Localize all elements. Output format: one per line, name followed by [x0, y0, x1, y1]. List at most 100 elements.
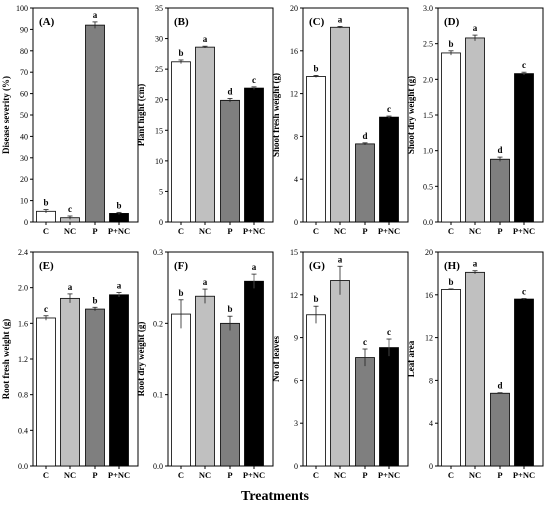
x-tick-label: P [497, 470, 502, 480]
significance-letter: b [313, 63, 318, 73]
significance-letter: c [252, 75, 256, 85]
y-tick-label: 20 [290, 4, 298, 13]
y-tick-label: 35 [155, 4, 163, 13]
bar [514, 298, 534, 467]
y-tick-label: 2.5 [423, 40, 433, 49]
significance-letter: c [387, 104, 391, 114]
bar [109, 213, 129, 223]
y-tick-label: 0 [159, 218, 163, 227]
significance-letter: a [68, 282, 73, 292]
y-tick-label: 16 [290, 47, 298, 56]
panel-4: 0.0 0.5 1.0 1.5 2.0 2.5 3.0 Shoot dry weight (g… [406, 4, 544, 236]
y-axis-label: Shoot dry weight (g) [406, 76, 416, 154]
y-tick-label: 20 [20, 175, 28, 184]
y-tick-label: 0.8 [18, 391, 28, 400]
y-axis-label: Shoot fresh weight (g) [271, 73, 281, 157]
y-tick-label: 0.4 [18, 426, 28, 435]
y-tick-label: 70 [20, 68, 28, 77]
bar [244, 87, 264, 223]
y-tick-label: 0 [294, 218, 298, 227]
y-axis-label: Disease severity (%) [1, 76, 11, 154]
y-tick-label: 1.6 [18, 319, 28, 328]
y-tick-label: 8 [294, 132, 298, 141]
x-axis-title: Treatments [241, 489, 309, 504]
y-tick-label: 80 [20, 47, 28, 56]
y-tick-label: 8 [429, 376, 433, 385]
panel-label: (C) [309, 16, 325, 28]
panel-label: (B) [174, 16, 189, 28]
significance-letter: a [338, 254, 343, 264]
bar [490, 392, 510, 467]
bar [244, 280, 264, 467]
y-tick-label: 30 [20, 154, 28, 163]
bar [330, 280, 350, 467]
significance-letter: a [203, 277, 208, 287]
x-tick-label: P [227, 226, 232, 236]
y-tick-label: 3 [294, 419, 298, 428]
significance-letter: d [362, 131, 367, 141]
bar [330, 26, 350, 223]
bar [379, 347, 399, 467]
x-tick-label: NC [199, 470, 211, 480]
x-tick-label: P [362, 470, 367, 480]
y-tick-label: 90 [20, 25, 28, 34]
y-tick-label: 15 [290, 248, 298, 257]
x-tick-label: NC [469, 470, 481, 480]
y-tick-label: 0.5 [423, 182, 433, 191]
x-tick-label: P [497, 226, 502, 236]
significance-letter: a [473, 23, 478, 33]
x-tick-label: P [92, 470, 97, 480]
panel-label: (E) [39, 260, 54, 272]
y-axis-label: Plant hight (cm) [136, 84, 146, 147]
panel-label: (G) [309, 260, 325, 272]
bar [465, 37, 485, 223]
bar [85, 308, 105, 467]
x-tick-label: P [227, 470, 232, 480]
x-tick-label: P+NC [243, 226, 265, 236]
bar [85, 24, 105, 223]
bar [109, 294, 129, 467]
x-tick-label: NC [469, 226, 481, 236]
y-tick-label: 12 [425, 334, 433, 343]
bar [306, 314, 326, 467]
y-tick-label: 2.4 [18, 248, 28, 257]
significance-letter: c [522, 60, 526, 70]
y-axis-label: Root dry weight (g) [136, 322, 146, 397]
y-tick-label: 15 [155, 126, 163, 135]
bar [195, 46, 215, 223]
x-tick-label: NC [334, 226, 346, 236]
bar [514, 73, 534, 223]
panel-5: 0.0 0.4 0.8 1.2 1.6 2.0 2.4 Root fresh weight (… [1, 248, 139, 480]
bar [441, 52, 461, 223]
y-tick-label: 5 [159, 187, 163, 196]
x-tick-label: NC [199, 226, 211, 236]
significance-letter: b [116, 200, 121, 210]
panel-7: 0 3 6 9 12 15 No of leaves (G) b Ca NC c Pc P+NC [271, 248, 409, 480]
x-tick-label: C [178, 470, 184, 480]
significance-letter: c [44, 304, 48, 314]
y-tick-label: 50 [20, 111, 28, 120]
y-tick-label: 60 [20, 90, 28, 99]
significance-letter: a [93, 10, 98, 20]
y-tick-label: 1.2 [18, 355, 28, 364]
significance-letter: c [363, 337, 367, 347]
y-tick-label: 0.0 [153, 462, 163, 471]
x-tick-label: P+NC [378, 226, 400, 236]
y-tick-label: 12 [290, 90, 298, 99]
significance-letter: a [117, 281, 122, 291]
x-tick-label: P+NC [243, 470, 265, 480]
y-tick-label: 25 [155, 65, 163, 74]
x-tick-label: NC [64, 470, 76, 480]
x-tick-label: C [448, 470, 454, 480]
bar [60, 297, 80, 467]
bar [441, 289, 461, 467]
y-axis-label: Leaf area [406, 340, 416, 377]
x-tick-label: NC [334, 470, 346, 480]
panel-label: (H) [444, 260, 460, 272]
y-tick-label: 12 [290, 291, 298, 300]
x-tick-label: C [43, 470, 49, 480]
bar [465, 271, 485, 467]
y-tick-label: 1.5 [423, 111, 433, 120]
y-tick-label: 0.0 [18, 462, 28, 471]
significance-letter: d [497, 145, 502, 155]
